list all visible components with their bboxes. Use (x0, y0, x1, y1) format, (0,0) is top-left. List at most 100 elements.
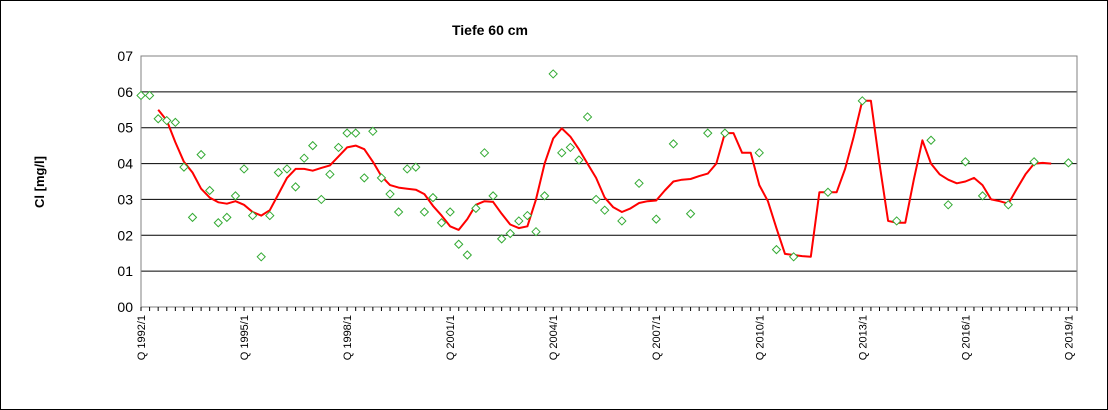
data-point-marker (222, 212, 232, 223)
data-point-marker (471, 203, 481, 214)
data-point-marker (162, 115, 172, 126)
data-point-marker (565, 142, 576, 153)
data-point-marker (376, 173, 387, 183)
data-point-marker (462, 250, 473, 260)
data-point-marker (522, 210, 533, 221)
data-point-marker (617, 216, 627, 226)
data-point-marker (1029, 157, 1039, 167)
x-tick-label: Q 1995/1 (239, 315, 251, 360)
data-point-marker (136, 90, 146, 101)
data-point-marker (290, 182, 301, 192)
data-point-marker (196, 149, 206, 160)
data-point-marker (891, 216, 902, 226)
plot-area (140, 55, 1078, 308)
x-tick-labels: Q 1992/1 Q 1995/1 Q 1998/1 Q 2001/1 Q 2004/1… (136, 315, 1075, 360)
data-point-marker (960, 157, 971, 167)
data-point-marker (771, 244, 782, 255)
data-point-marker (247, 210, 258, 221)
data-point-marker (582, 112, 593, 122)
y-tick-label: 03 (117, 191, 133, 207)
x-tick-label: Q 2016/1 (960, 315, 972, 360)
data-point-marker (419, 207, 430, 217)
data-point-marker (685, 209, 696, 219)
data-point-marker (213, 218, 223, 228)
data-point-marker (436, 218, 447, 228)
data-point-marker (591, 194, 601, 205)
data-point-marker (557, 148, 567, 158)
x-tick-label: Q 2013/1 (857, 315, 869, 360)
y-axis-label: Cl [mg/l] (32, 156, 47, 208)
y-tick-labels: 00 01 02 03 04 05 06 07 (117, 48, 133, 315)
y-tick-label: 06 (117, 84, 133, 100)
data-point-marker (634, 178, 644, 188)
data-point-marker (977, 191, 988, 201)
y-tick-label: 01 (117, 263, 133, 279)
moving-average-line (157, 99, 1052, 258)
data-point-marker (505, 228, 515, 239)
data-point-marker (428, 192, 438, 203)
data-point-marker (282, 164, 292, 174)
data-point-marker (454, 239, 464, 249)
x-tick-label: Q 2001/1 (445, 315, 457, 360)
data-point-marker (187, 212, 198, 223)
chart-title: Tiefe 60 cm (452, 22, 528, 38)
data-point-marker (385, 189, 395, 199)
y-tick-label: 04 (117, 156, 133, 172)
series-markers (136, 69, 1074, 262)
data-point-marker (539, 191, 550, 201)
x-tick-label: Q 1992/1 (136, 315, 148, 360)
data-point-marker (393, 207, 404, 217)
data-point-marker (788, 252, 799, 262)
data-point-marker (514, 216, 524, 226)
data-point-marker (943, 200, 953, 210)
data-point-marker (445, 207, 455, 217)
data-point-marker (350, 128, 361, 138)
data-point-marker (342, 128, 352, 138)
data-point-marker (754, 148, 764, 158)
data-point-marker (265, 210, 275, 221)
data-point-marker (359, 173, 369, 183)
data-point-marker (668, 139, 679, 149)
data-point-marker (273, 167, 284, 178)
data-point-marker (402, 164, 412, 174)
data-point-marker (548, 69, 558, 79)
data-point-marker (308, 140, 318, 151)
data-point-marker (204, 185, 215, 196)
data-point-marker (496, 234, 507, 244)
grid-lines (141, 55, 1077, 272)
data-point-marker (531, 226, 541, 237)
y-tick-label: 02 (117, 227, 133, 243)
data-point-marker (144, 90, 155, 101)
data-point-marker (153, 114, 163, 124)
data-point-marker (333, 142, 344, 153)
data-point-marker (651, 214, 661, 224)
x-tick-label: Q 2007/1 (651, 315, 663, 360)
data-point-marker (823, 187, 833, 197)
y-tick-label: 00 (117, 299, 133, 315)
data-point-marker (239, 164, 249, 174)
data-point-marker (368, 126, 378, 137)
y-tick-label: 07 (117, 48, 133, 64)
data-point-marker (479, 148, 490, 158)
data-point-marker (1063, 158, 1074, 168)
x-tick-label: Q 2019/1 (1063, 315, 1075, 360)
data-point-marker (574, 155, 584, 165)
data-point-marker (857, 96, 868, 106)
data-point-marker (703, 128, 713, 138)
x-tick-marks (140, 307, 1078, 311)
series-line (157, 99, 1052, 258)
x-tick-label: Q 2010/1 (754, 315, 766, 360)
x-tick-label: Q 1998/1 (342, 315, 354, 360)
data-point-marker (299, 153, 309, 163)
data-point-marker (411, 162, 421, 172)
data-point-marker (1003, 200, 1014, 210)
data-point-marker (316, 194, 327, 205)
data-point-marker (720, 128, 730, 138)
x-tick-label: Q 2004/1 (548, 315, 560, 360)
data-point-marker (488, 191, 498, 201)
data-point-marker (170, 117, 181, 128)
y-tick-label: 05 (117, 120, 133, 136)
data-point-marker (179, 162, 189, 172)
